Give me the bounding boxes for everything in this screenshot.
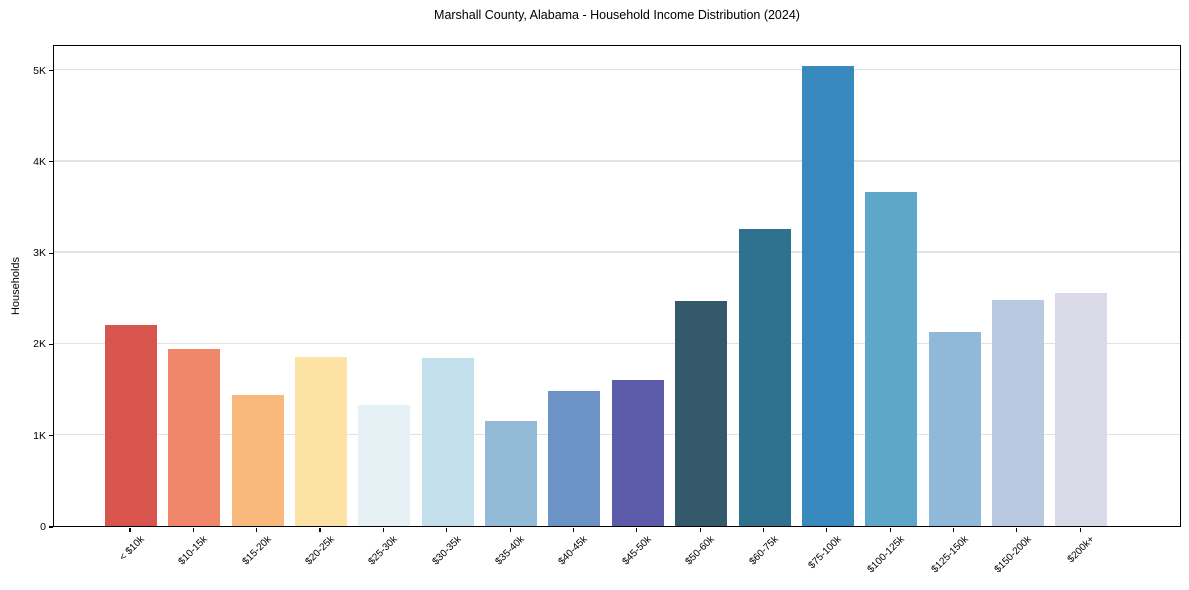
x-tick-label-10-15k: $10-15k <box>176 534 211 568</box>
x-tick-mark-11 <box>762 527 765 532</box>
x-tick-mark-13 <box>889 527 891 532</box>
x-tick-mark-8 <box>572 527 575 532</box>
y-axis-label: Households <box>10 256 22 316</box>
y-tick-mark-4K <box>48 161 53 163</box>
bar-50-60k <box>675 301 728 526</box>
y-tick-mark-5K <box>48 69 53 72</box>
bar-200k+ <box>1055 293 1108 526</box>
x-tick-mark-1 <box>129 527 131 532</box>
x-tick-mark-15 <box>1016 527 1018 532</box>
x-tick-label-200k+: $200k+ <box>1065 534 1098 566</box>
gridline-3000 <box>54 251 1180 253</box>
x-tick-mark-12 <box>826 527 828 532</box>
x-tick-mark-6 <box>446 527 448 532</box>
x-tick-label-50-60k: $50-60k <box>683 534 717 568</box>
x-tick-label-40-45k: $40-45k <box>556 534 591 568</box>
bar-10k <box>105 325 157 526</box>
y-tick-label-1K: 1K <box>33 429 46 442</box>
x-tick-mark-2 <box>192 527 194 532</box>
bar-45-50k <box>611 379 664 526</box>
x-tick-mark-10 <box>699 527 701 532</box>
x-tick-mark-14 <box>952 527 955 532</box>
bar-125-150k <box>928 331 981 526</box>
y-tick-label-4K: 4K <box>33 155 46 168</box>
bar-10-15k <box>168 348 221 526</box>
y-tick-mark-1K <box>48 435 53 437</box>
x-tick-label-150-200k: $150-200k <box>992 534 1034 576</box>
y-tick-label-3K: 3K <box>33 247 46 260</box>
y-tick-label-5K: 5K <box>33 64 46 77</box>
y-tick-mark-3K <box>48 252 53 254</box>
x-tick-label-100-125k: $100-125k <box>865 534 907 576</box>
x-tick-mark-7 <box>509 527 511 532</box>
x-tick-mark-3 <box>256 527 258 532</box>
x-tick-label-75-100k: $75-100k <box>806 534 844 572</box>
y-tick-label-2K: 2K <box>33 338 46 351</box>
x-tick-mark-5 <box>382 527 384 532</box>
x-tick-label-60-75k: $60-75k <box>746 534 781 568</box>
gridline-4000 <box>54 160 1180 162</box>
x-tick-label-10k: < $10k <box>117 534 147 564</box>
bar-15-20k <box>231 394 284 526</box>
x-tick-label-30-35k: $30-35k <box>430 534 464 568</box>
bar-150-200k <box>991 299 1044 526</box>
x-tick-mark-16 <box>1079 527 1081 532</box>
bar-35-40k <box>485 421 538 526</box>
bar-30-35k <box>421 358 474 526</box>
gridline-5000 <box>54 68 1180 71</box>
x-tick-label-125-150k: $125-150k <box>929 534 971 576</box>
y-tick-mark-2K <box>48 343 53 345</box>
x-tick-mark-4 <box>319 527 321 532</box>
bar-20-25k <box>295 357 348 526</box>
y-tick-label-0: 0 <box>40 521 46 533</box>
y-tick-mark-0 <box>48 526 53 528</box>
x-tick-mark-9 <box>636 527 638 532</box>
x-tick-label-20-25k: $20-25k <box>303 534 337 568</box>
gridline-2000 <box>54 342 1180 345</box>
plot-area <box>53 45 1181 527</box>
bar-75-100k <box>801 65 854 526</box>
bar-25-30k <box>358 404 411 526</box>
bar-100-125k <box>865 191 918 526</box>
x-tick-label-35-40k: $35-40k <box>493 534 527 568</box>
chart-title: Marshall County, Alabama - Household Inc… <box>434 8 800 22</box>
x-tick-label-45-50k: $45-50k <box>620 534 654 568</box>
bar-60-75k <box>738 229 791 526</box>
bar-40-45k <box>548 390 601 526</box>
x-tick-label-15-20k: $15-20k <box>240 534 274 568</box>
x-tick-label-25-30k: $25-30k <box>366 534 401 568</box>
